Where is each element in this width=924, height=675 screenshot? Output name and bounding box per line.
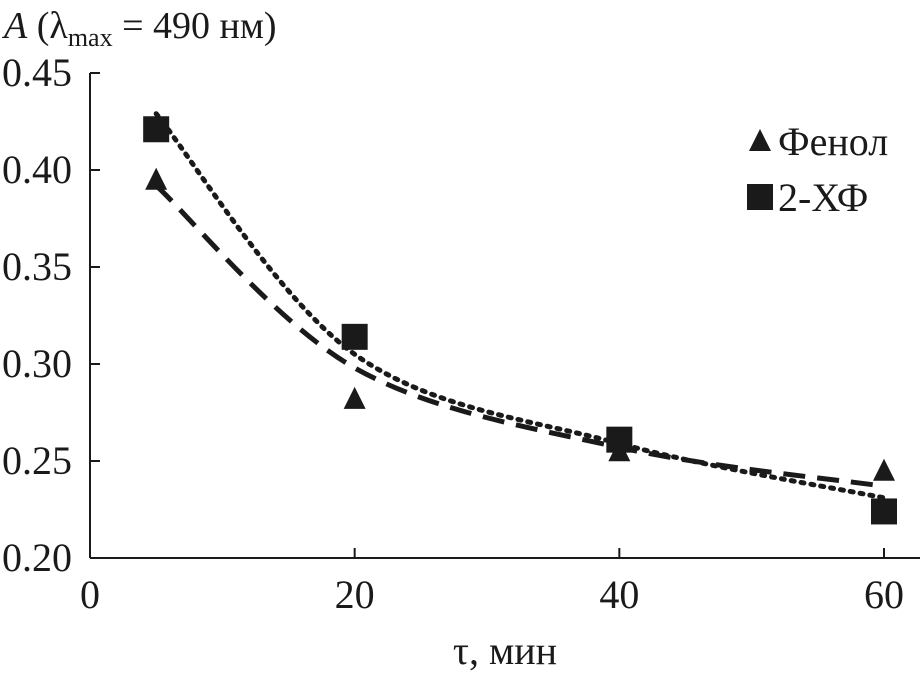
x-tick-label: 60	[864, 572, 904, 617]
x-tick-label: 0	[80, 572, 100, 617]
y-tick-label: 0.40	[2, 147, 72, 192]
2-chlorophenol-data-point	[143, 116, 170, 143]
x-axis-title: τ, мин	[453, 628, 557, 673]
data-markers	[143, 116, 897, 525]
trend-lines	[153, 111, 887, 501]
legend: Фенол 2-ХФ	[747, 119, 888, 220]
y-tick-label: 0.45	[2, 50, 72, 95]
phenol-data-point	[145, 167, 168, 190]
legend-marker-square	[747, 184, 773, 210]
legend-label: Фенол	[778, 119, 888, 164]
y-tick-label: 0.20	[2, 535, 72, 580]
2-chlorophenol-data-point	[606, 426, 633, 453]
chart-title: A (λmax = 490 нм)	[1, 5, 277, 52]
legend-label: 2-ХФ	[778, 175, 868, 220]
2-chlorophenol-data-point	[341, 323, 368, 350]
trend-line-2-chlorophenol	[153, 111, 887, 501]
chart-title-open: (λ	[27, 5, 68, 47]
chart-title-symbol: A	[1, 5, 28, 47]
chart-title-rest: = 490 нм)	[113, 5, 277, 47]
y-tick-label: 0.35	[2, 244, 72, 289]
x-tick-label: 40	[599, 572, 639, 617]
chart-title-subscript: max	[68, 23, 113, 52]
legend-marker-triangle	[749, 129, 771, 151]
trend-line-phenol	[154, 183, 885, 489]
2-chlorophenol-data-point	[871, 498, 897, 525]
phenol-data-point	[873, 458, 895, 481]
y-tick-label: 0.25	[2, 438, 72, 483]
x-tick-label: 20	[335, 572, 375, 617]
y-tick-label: 0.30	[2, 341, 72, 386]
phenol-data-point	[343, 386, 366, 409]
axes: 0.20 0.25 0.30 0.35 0.40 0.45 0 20 40 60	[2, 50, 920, 617]
